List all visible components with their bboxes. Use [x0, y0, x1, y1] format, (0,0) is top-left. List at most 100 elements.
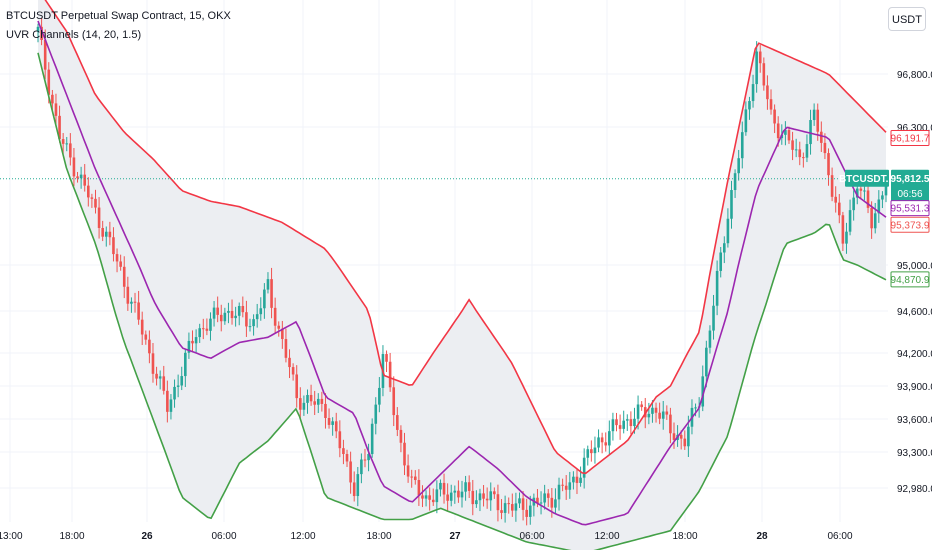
x-tick-label: 28 [756, 531, 768, 542]
candle-body [518, 498, 521, 504]
candle-body [845, 231, 848, 244]
candle-body [640, 404, 643, 408]
candle-body [316, 398, 320, 405]
x-tick-label: 18:00 [672, 531, 697, 542]
candle-body [665, 411, 669, 415]
candle-body [313, 401, 316, 405]
candle-body [216, 307, 219, 315]
middle-band-line [37, 20, 887, 526]
candle-body [72, 157, 76, 177]
candle-body [762, 63, 766, 86]
candle-body [719, 252, 723, 271]
candle-body [356, 474, 360, 497]
candle-body [439, 482, 442, 490]
candle-body [413, 476, 417, 481]
y-tick-label: 92,980.0 [897, 484, 932, 495]
candle-body [83, 174, 87, 186]
candle-body [230, 310, 234, 319]
candle-body [726, 218, 730, 244]
currency-button[interactable]: USDT [888, 7, 926, 31]
candle-body [363, 459, 367, 461]
candle-body [841, 215, 845, 244]
candle-body [431, 499, 435, 503]
band-price-tag [890, 200, 930, 217]
candle-body [496, 494, 500, 511]
candle-body [417, 480, 421, 496]
candle-body [647, 413, 651, 418]
countdown-label: 06:56 [897, 189, 922, 200]
candle-body [385, 354, 388, 362]
candle-body [396, 415, 399, 430]
candle-body [367, 454, 370, 461]
candle-body [802, 157, 805, 159]
candle-body [392, 387, 396, 416]
candle-body [633, 418, 636, 427]
candle-body [36, 26, 40, 32]
candle-body [201, 328, 205, 330]
candle-body [205, 328, 209, 331]
candle-body [539, 502, 543, 504]
candle-body [827, 153, 830, 176]
candle-body [798, 149, 802, 158]
candle-body [327, 418, 331, 425]
band-price-tag [890, 129, 930, 146]
lower-band-line [37, 52, 887, 550]
candle-body [805, 144, 809, 158]
candle-body [140, 319, 144, 335]
candle-body [712, 305, 715, 331]
candle-body [708, 330, 712, 348]
candle-body [744, 109, 748, 133]
candle-body [493, 491, 496, 495]
candle-body [54, 103, 58, 116]
y-axis: 96,800.0 96,300.0 95,000.0 94,600.0 94,200.0… [897, 70, 932, 495]
channel-fill [38, 0, 886, 550]
candle-body [564, 485, 568, 490]
candle-body [740, 132, 744, 159]
candle-body [252, 319, 255, 327]
x-tick-label: 12:00 [290, 531, 315, 542]
candle-body [507, 503, 511, 505]
candle-body [273, 307, 277, 326]
candle-body [428, 495, 431, 500]
candle-body [866, 190, 870, 208]
y-tick-label: 93,300.0 [897, 448, 932, 459]
candle-body [435, 489, 439, 503]
candle-body [816, 109, 820, 132]
candle-body [572, 476, 575, 483]
candle-body [701, 376, 705, 407]
indicator-label[interactable]: UVR Channels (14, 20, 1.5) [6, 29, 142, 41]
candle-body [794, 149, 798, 151]
candle-body [133, 301, 137, 303]
candle-body [575, 476, 579, 483]
x-axis: 13:00 18:00 26 06:00 12:00 18:00 27 06:00 12:00 1… [0, 531, 853, 542]
candle-body [184, 352, 187, 377]
candle-body [737, 158, 740, 174]
candle-body [223, 312, 227, 322]
candle-body [263, 289, 266, 309]
candle-body [137, 302, 140, 320]
price-tags: 96,191.7 BTCUSDT.P95,812.5 06:56 95,531.3 95… [839, 129, 930, 288]
candle-body [155, 373, 158, 379]
candle-body [212, 307, 216, 319]
candle-body [528, 505, 532, 517]
candle-body [755, 51, 758, 85]
candle-body [884, 182, 888, 196]
candle-body [162, 376, 166, 391]
candle-body [460, 491, 464, 498]
candle-body [94, 198, 97, 208]
y-tick-label: 94,600.0 [897, 307, 932, 318]
candle-body [776, 123, 780, 139]
candle-body [478, 493, 482, 501]
candle-body [209, 318, 212, 331]
candle-body [338, 431, 342, 449]
candle-body [255, 314, 259, 320]
candle-body [191, 340, 194, 344]
candle-body [406, 465, 410, 477]
candle-body [855, 188, 859, 198]
band-price-value: 96,191.7 [891, 133, 930, 144]
candle-body [521, 498, 525, 510]
candle-body [600, 437, 604, 443]
candle-body [43, 39, 47, 70]
x-tick-label: 06:00 [827, 531, 852, 542]
